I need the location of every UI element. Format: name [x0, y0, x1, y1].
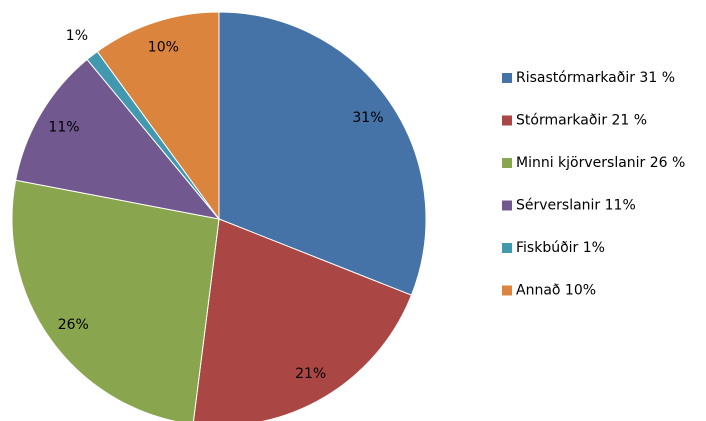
legend-swatch [502, 285, 512, 296]
pie-slice [11, 179, 220, 421]
data-label: 1% [66, 28, 88, 44]
pie-slice [15, 58, 221, 220]
legend-swatch [502, 158, 512, 168]
legend-label: Minni kjörverslanir 26 % [516, 155, 685, 171]
legend-swatch [502, 73, 512, 83]
legend-label: Fiskbúðir 1% [516, 240, 605, 256]
data-label: 26% [58, 317, 89, 333]
legend-swatch [502, 200, 512, 211]
pie-slice [218, 11, 427, 296]
pie-slice [192, 218, 413, 421]
legend-label: Stórmarkaðir 21 % [516, 113, 647, 129]
legend-swatch [502, 243, 512, 253]
legend-swatch [502, 115, 512, 126]
legend-label: Risastórmarkaðir 31 % [516, 70, 675, 86]
data-label: 11% [48, 119, 79, 135]
legend-label: Annað 10% [516, 283, 596, 299]
pie-slice [96, 11, 220, 221]
data-label: 10% [148, 40, 179, 56]
legend-label: Sérverslanir 11% [516, 198, 636, 214]
data-label: 31% [352, 110, 383, 126]
data-label: 21% [295, 366, 326, 382]
